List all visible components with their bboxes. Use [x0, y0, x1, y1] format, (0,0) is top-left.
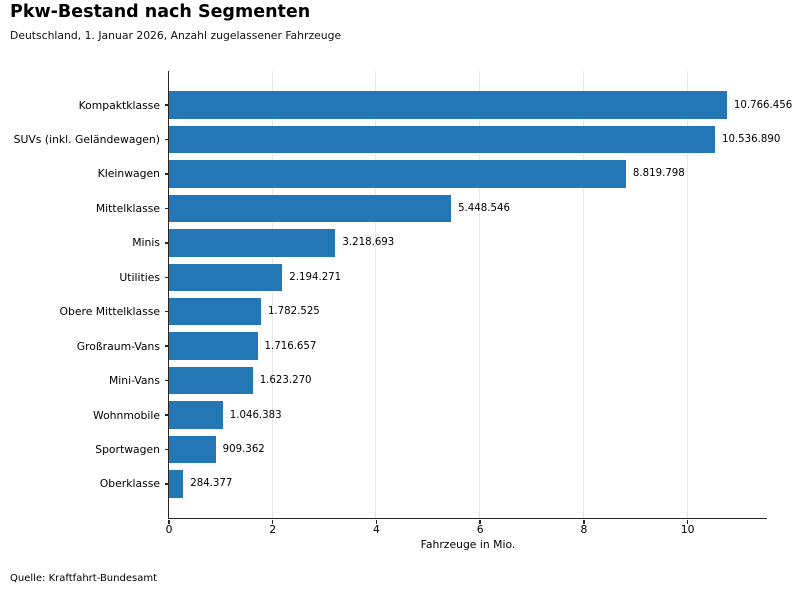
bar: [168, 297, 261, 326]
x-tick-label: 8: [580, 523, 588, 536]
y-tick-mark: [164, 483, 169, 485]
y-tick-mark: [164, 242, 169, 244]
bar-value-label: 10.536.890: [721, 134, 781, 146]
bar-value-label: 8.819.798: [632, 168, 685, 180]
y-tick-mark: [164, 310, 169, 313]
bar-value-label: 3.218.693: [342, 237, 395, 249]
y-tick-mark: [164, 414, 169, 416]
category-label: Mittelklasse: [95, 201, 160, 215]
bar: [168, 401, 223, 429]
bar: [168, 194, 452, 223]
y-tick-mark: [164, 276, 169, 279]
gridline: [686, 71, 688, 518]
y-axis-labels: Kompaktklasse SUVs (inkl. Geländewagen) Kl…: [0, 71, 160, 518]
bar: [168, 366, 253, 395]
chart-subtitle: Deutschland, 1. Januar 2026, Anzahl zuge…: [10, 29, 342, 42]
gridline: [479, 71, 481, 518]
x-tick-label: 4: [373, 523, 380, 536]
gridline: [375, 71, 377, 518]
y-tick-mark: [164, 345, 169, 347]
x-tick-label: 10: [680, 523, 695, 536]
bar: [168, 263, 283, 292]
bar-value-label: 284.377: [190, 478, 233, 490]
bar-value-label: 10.766.456: [733, 99, 793, 111]
gridline: [271, 71, 273, 518]
x-tick-mark: [168, 519, 170, 524]
bar: [168, 332, 258, 360]
bar: [168, 125, 715, 154]
category-label: Obere Mittelklasse: [59, 305, 160, 319]
bar-value-label: 5.448.546: [458, 202, 510, 214]
bar: [168, 91, 727, 119]
x-axis-title: Fahrzeuge in Mio.: [420, 538, 516, 551]
x-tick-mark: [271, 519, 274, 524]
gridline: [582, 71, 584, 518]
y-tick-mark: [164, 207, 169, 210]
chart-title: Pkw-Bestand nach Segmenten: [10, 2, 311, 22]
y-tick-mark: [164, 138, 169, 141]
category-label: Wohnmobile: [93, 408, 160, 422]
x-tick-label: 2: [269, 523, 277, 536]
x-tick-mark: [375, 519, 378, 524]
y-tick-mark: [164, 448, 169, 451]
bar: [168, 470, 184, 498]
bar-value-label: 1.782.525: [267, 306, 320, 318]
category-label: Mini-Vans: [108, 374, 160, 388]
bar-value-label: 909.362: [222, 443, 265, 455]
category-label: Minis: [132, 236, 160, 250]
y-tick-mark: [164, 173, 169, 175]
bar: [168, 229, 336, 257]
bar-value-label: 1.046.383: [229, 409, 282, 421]
category-label: Kompaktklasse: [78, 98, 160, 112]
bar-value-label: 1.716.657: [264, 340, 317, 352]
bar: [168, 435, 216, 464]
category-label: Kleinwagen: [97, 167, 160, 181]
source-note: Quelle: Kraftfahrt-Bundesamt: [10, 573, 157, 584]
x-tick-label: 6: [476, 523, 484, 536]
bar-value-label: 1.623.270: [259, 375, 312, 387]
bar: [168, 160, 626, 188]
x-tick-mark: [686, 519, 689, 524]
bar-value-label: 2.194.271: [289, 271, 342, 283]
category-label: SUVs (inkl. Geländewagen): [13, 133, 160, 147]
x-tick-mark: [479, 519, 481, 524]
x-tick-label: 0: [165, 523, 173, 536]
x-tick-mark: [583, 519, 585, 524]
category-label: Oberklasse: [99, 477, 160, 491]
plot-area: 10.766.456 10.536.890 8.819.798 5.448.546 3.…: [167, 71, 792, 519]
y-tick-mark: [164, 104, 169, 106]
category-label: Utilities: [119, 270, 160, 284]
category-label: Großraum-Vans: [76, 339, 160, 353]
category-label: Sportwagen: [95, 442, 160, 456]
y-tick-mark: [164, 379, 169, 382]
